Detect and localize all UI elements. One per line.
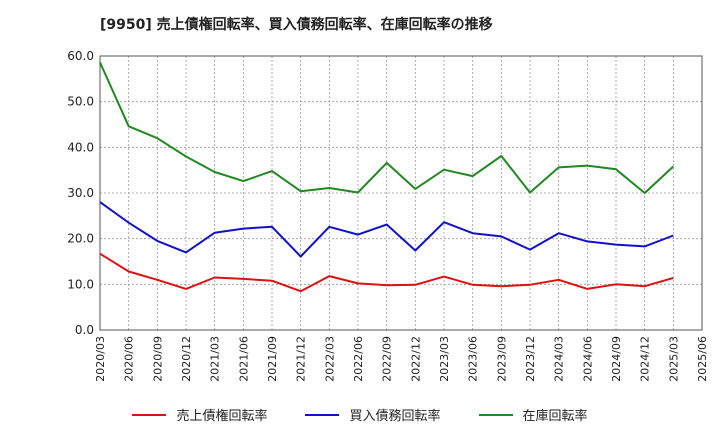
x-tick-label: 2021/12: [295, 336, 308, 382]
x-tick-label: 2020/09: [151, 336, 164, 382]
x-tick-label: 2023/09: [495, 336, 508, 382]
y-tick-label: 50.0: [67, 95, 94, 109]
x-tick-label: 2023/03: [438, 336, 451, 382]
y-tick-label: 40.0: [67, 140, 94, 154]
x-tick-label: 2022/03: [323, 336, 336, 382]
x-tick-label: 2023/06: [467, 336, 480, 382]
x-tick-label: 2021/09: [266, 336, 279, 382]
series-line-0: [99, 252, 674, 293]
x-tick-label: 2024/12: [639, 336, 652, 382]
y-tick-label: 20.0: [67, 232, 94, 246]
legend-item-payables: 買入債務回転率: [305, 405, 441, 424]
x-tick-label: 2021/06: [237, 336, 250, 382]
legend-swatch-payables: [305, 413, 340, 416]
x-tick-label: 2022/06: [352, 336, 365, 382]
axes: [99, 55, 703, 331]
chart-title: [9950] 売上債権回転率、買入債務回転率、在庫回転率の推移: [100, 17, 493, 33]
x-tick-label: 2025/03: [667, 336, 680, 382]
x-tick-label: 2023/12: [524, 336, 537, 382]
y-tick-label: 60.0: [67, 49, 94, 63]
legend: 売上債権回転率 買入債務回転率 在庫回転率: [0, 405, 720, 424]
plot-frame: [99, 55, 703, 331]
x-tick-label: 2022/09: [381, 336, 394, 382]
legend-label-receivables: 売上債権回転率: [176, 409, 268, 424]
legend-label-inventory: 在庫回転率: [522, 409, 588, 424]
series-line-2: [99, 61, 674, 194]
series-line-1: [99, 201, 674, 258]
x-tick-label: 2020/12: [180, 336, 193, 382]
legend-swatch-receivables: [132, 413, 167, 416]
legend-label-payables: 買入債務回転率: [349, 409, 441, 424]
x-tick-label: 2024/09: [610, 336, 623, 382]
legend-item-receivables: 売上債権回転率: [132, 405, 267, 424]
grid: [100, 55, 702, 330]
y-tick-label: 10.0: [67, 277, 94, 291]
x-tick-label: 2020/06: [123, 336, 136, 382]
x-tick-label: 2022/12: [409, 336, 422, 382]
legend-item-inventory: 在庫回転率: [478, 405, 588, 424]
y-tick-label: 0.0: [75, 323, 94, 337]
tick-labels: 0.0 10.0 20.0 30.0 40.0 50.0 60.0 2020/03 2020/0…: [67, 49, 709, 382]
x-tick-label: 2024/03: [553, 336, 566, 382]
y-tick-label: 30.0: [67, 186, 94, 200]
x-tick-label: 2025/06: [696, 336, 709, 382]
series-layer: [99, 61, 674, 293]
legend-swatch-inventory: [478, 413, 513, 416]
x-tick-label: 2024/06: [581, 336, 594, 382]
x-tick-label: 2020/03: [94, 336, 107, 382]
x-tick-label: 2021/03: [209, 336, 222, 382]
